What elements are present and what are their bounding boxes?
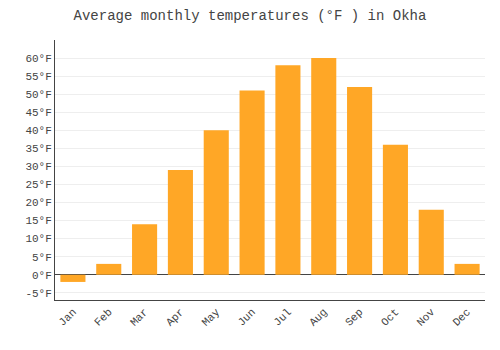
svg-text:Sep: Sep — [343, 306, 365, 328]
svg-text:0°F: 0°F — [32, 270, 52, 282]
svg-text:-5°F: -5°F — [25, 288, 51, 300]
svg-text:35°F: 35°F — [25, 143, 51, 155]
svg-text:Oct: Oct — [379, 306, 401, 328]
svg-text:10°F: 10°F — [25, 233, 51, 245]
svg-text:Nov: Nov — [415, 306, 438, 329]
svg-text:25°F: 25°F — [25, 179, 51, 191]
svg-text:60°F: 60°F — [25, 53, 51, 65]
svg-text:50°F: 50°F — [25, 89, 51, 101]
svg-text:15°F: 15°F — [25, 215, 51, 227]
svg-text:Jun: Jun — [236, 306, 258, 328]
svg-text:Jul: Jul — [271, 306, 293, 328]
svg-text:Apr: Apr — [164, 306, 186, 328]
svg-text:Jan: Jan — [56, 306, 78, 328]
svg-text:55°F: 55°F — [25, 71, 51, 83]
svg-text:Aug: Aug — [307, 306, 329, 328]
svg-text:40°F: 40°F — [25, 125, 51, 137]
svg-text:Mar: Mar — [128, 306, 150, 328]
svg-text:Average monthly temperatures (: Average monthly temperatures (°F ) in Ok… — [74, 8, 427, 24]
svg-text:Dec: Dec — [451, 306, 473, 328]
svg-text:20°F: 20°F — [25, 197, 51, 209]
svg-text:May: May — [200, 306, 223, 329]
svg-text:Feb: Feb — [92, 306, 114, 328]
svg-text:30°F: 30°F — [25, 161, 51, 173]
svg-text:5°F: 5°F — [32, 252, 52, 264]
svg-text:45°F: 45°F — [25, 107, 51, 119]
